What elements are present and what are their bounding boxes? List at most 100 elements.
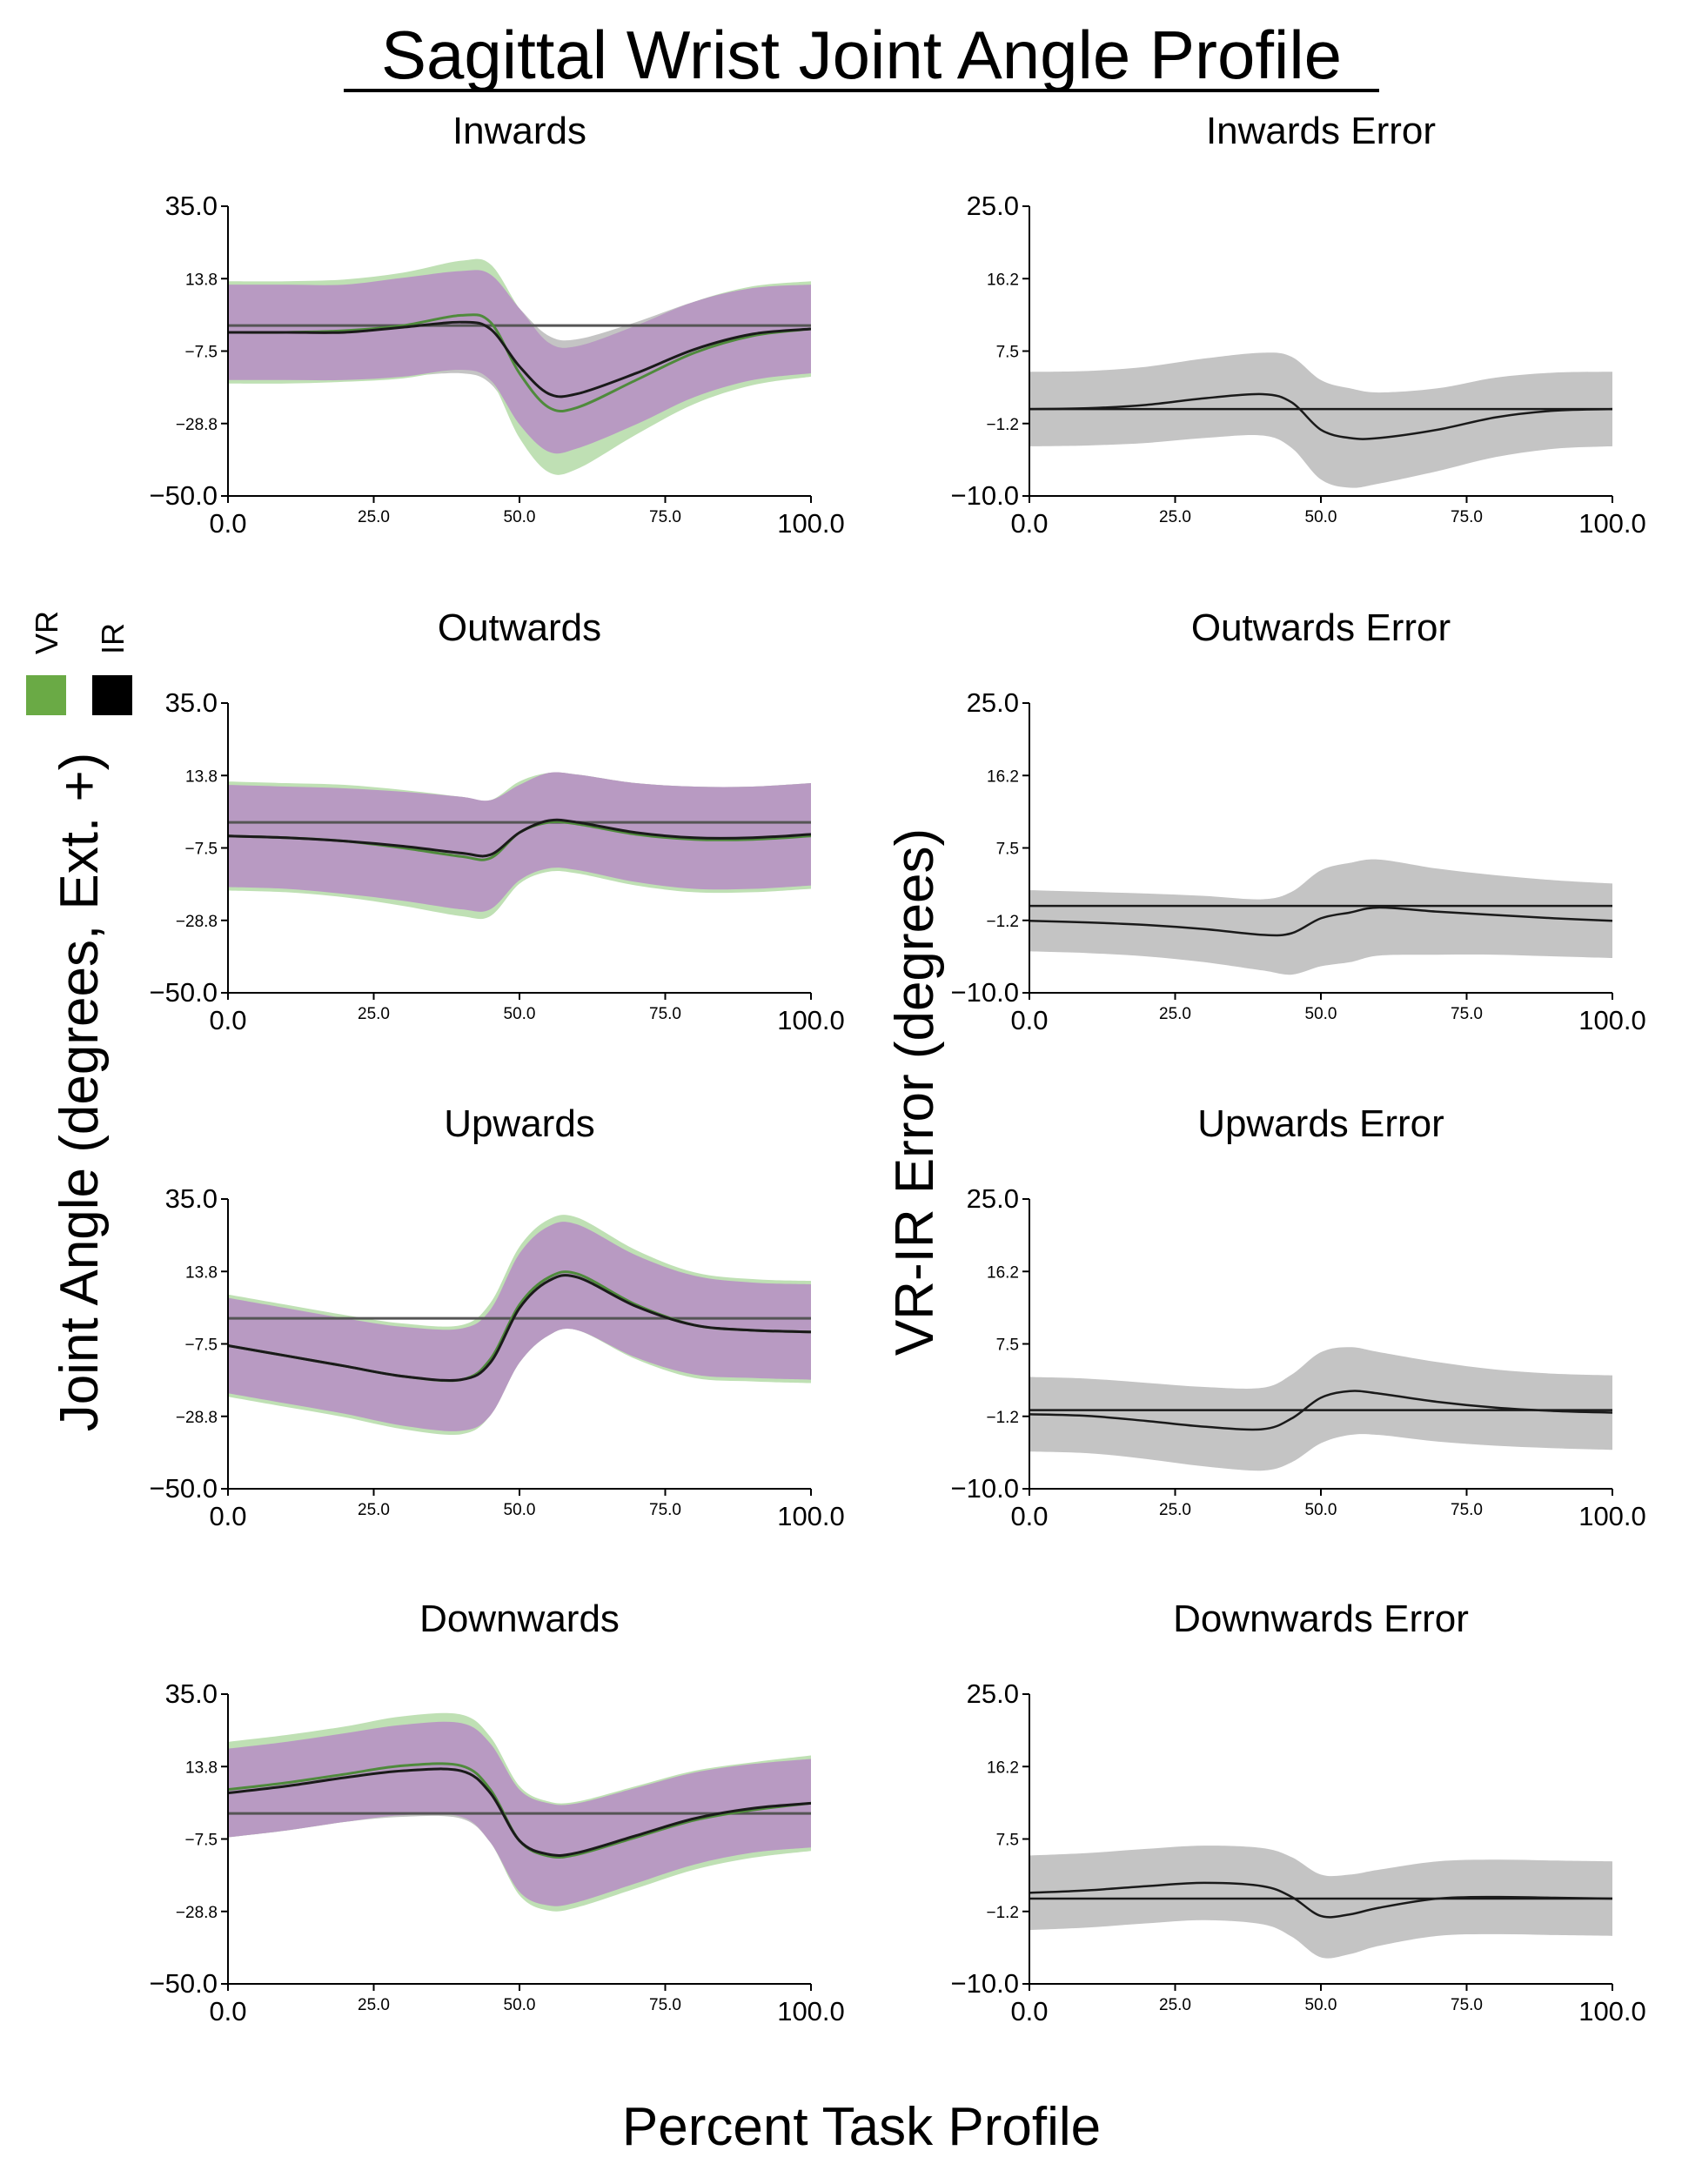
y-tick-label: −1.2 — [986, 416, 1019, 434]
x-tick-label: 50.0 — [504, 1501, 536, 1519]
panel-inwards-error: Inwards Error 25.0 16.2 7.5 −1.2 −10.00.0 25.0… — [951, 110, 1646, 539]
legend-swatch-vr — [26, 675, 66, 715]
overlap-band-outwards — [228, 772, 811, 912]
y-tick-label: 25.0 — [967, 1183, 1019, 1214]
x-tick-label: 50.0 — [504, 508, 536, 526]
x-tick-label: 25.0 — [1159, 1996, 1191, 2014]
y-tick-label: 13.8 — [185, 1759, 218, 1777]
plot-area-downwards — [228, 1712, 811, 1912]
legend-label-ir: IR — [95, 623, 131, 654]
error-line-downwards-error — [1029, 1881, 1612, 1919]
y-tick-label: 25.0 — [967, 191, 1019, 221]
ir-line-inwards — [228, 320, 811, 399]
y-tick-label: −28.8 — [176, 416, 218, 434]
y-tick-label: −28.8 — [176, 1409, 218, 1427]
y-tick-label: −1.2 — [986, 1409, 1019, 1427]
x-tick-label: 100.0 — [777, 1005, 845, 1035]
x-tick-label: 25.0 — [358, 1996, 390, 2014]
y-tick-label: 16.2 — [987, 1759, 1019, 1777]
panel-title-upwards: Upwards — [444, 1102, 595, 1145]
x-tick-label: 25.0 — [358, 1005, 390, 1023]
x-tick-label: 0.0 — [1010, 1005, 1048, 1035]
x-tick-label: 25.0 — [1159, 1005, 1191, 1023]
error-line-inwards-error — [1029, 392, 1612, 440]
x-tick-label: 0.0 — [209, 1005, 246, 1035]
x-tick-label: 25.0 — [358, 1501, 390, 1519]
panel-downwards-error: Downwards Error 25.0 16.2 7.5 −1.2 −10.00.0 25… — [951, 1598, 1646, 2027]
y-tick-label: 7.5 — [996, 841, 1019, 859]
x-tick-label: 75.0 — [1451, 1501, 1483, 1519]
panel-title-outwards-error: Outwards Error — [1191, 606, 1451, 649]
figure-title: Sagittal Wrist Joint Angle Profile — [381, 17, 1342, 93]
plot-area-inwards — [228, 258, 811, 475]
x-tick-label: 100.0 — [777, 1996, 845, 2027]
x-tick-label: 0.0 — [1010, 1996, 1048, 2027]
plot-area-downwards-error — [1029, 1846, 1612, 1959]
ir-line-outwards — [228, 818, 811, 858]
y-tick-label: 16.2 — [987, 1263, 1019, 1282]
panel-title-downwards: Downwards — [419, 1598, 620, 1640]
x-axis-title: Percent Task Profile — [622, 2097, 1101, 2157]
y-tick-label: 35.0 — [165, 1183, 218, 1214]
plot-area-outwards-error — [1029, 859, 1612, 975]
y-tick-label: 13.8 — [185, 271, 218, 289]
x-tick-label: 75.0 — [649, 508, 681, 526]
x-tick-label: 50.0 — [1305, 1005, 1337, 1023]
panel-inwards: Inwards 35.0 13.8 −7.5 −28.8 −50.00.0 25.0 50.0… — [150, 110, 845, 539]
y-tick-label: −50.0 — [150, 1968, 218, 1999]
x-tick-label: 75.0 — [649, 1996, 681, 2014]
error-line-upwards-error — [1029, 1390, 1612, 1431]
legend-label-vr: VR — [29, 611, 64, 654]
x-tick-label: 75.0 — [649, 1005, 681, 1023]
x-tick-label: 100.0 — [1578, 1996, 1646, 2027]
error-band-upwards-error — [1029, 1347, 1612, 1471]
panel-title-downwards-error: Downwards Error — [1173, 1598, 1469, 1640]
x-tick-label: 75.0 — [1451, 1005, 1483, 1023]
panel-outwards: Outwards 35.0 13.8 −7.5 −28.8 −50.00.0 25.0 50.… — [150, 606, 845, 1035]
x-tick-label: 50.0 — [504, 1996, 536, 2014]
y-tick-label: −28.8 — [176, 913, 218, 931]
plot-area-outwards — [228, 772, 811, 920]
overlap-band-upwards — [228, 1222, 811, 1431]
y-tick-label: 25.0 — [967, 1678, 1019, 1709]
panel-title-inwards: Inwards — [452, 110, 586, 152]
y-tick-label: 13.8 — [185, 767, 218, 786]
y-tick-label: −7.5 — [184, 1832, 218, 1850]
x-tick-label: 50.0 — [1305, 1501, 1337, 1519]
panel-outwards-error: Outwards Error 25.0 16.2 7.5 −1.2 −10.00.0 25.… — [951, 606, 1646, 1035]
y-tick-label: −50.0 — [150, 977, 218, 1008]
x-tick-label: 100.0 — [1578, 508, 1646, 539]
y-tick-label: −10.0 — [951, 977, 1019, 1008]
y-tick-label: −10.0 — [951, 1968, 1019, 1999]
error-band-inwards-error — [1029, 352, 1612, 488]
x-tick-label: 0.0 — [1010, 508, 1048, 539]
x-tick-label: 75.0 — [1451, 508, 1483, 526]
y-tick-label: −10.0 — [951, 1473, 1019, 1504]
x-tick-label: 25.0 — [1159, 508, 1191, 526]
x-tick-label: 100.0 — [1578, 1501, 1646, 1531]
legend-swatch-ir — [92, 675, 132, 715]
y-tick-label: −7.5 — [184, 344, 218, 362]
x-tick-label: 100.0 — [777, 1501, 845, 1531]
plot-area-inwards-error — [1029, 352, 1612, 488]
error-line-outwards-error — [1029, 906, 1612, 937]
y-tick-label: 25.0 — [967, 687, 1019, 718]
panel-title-outwards: Outwards — [438, 606, 601, 649]
x-tick-label: 25.0 — [358, 508, 390, 526]
x-tick-label: 25.0 — [1159, 1501, 1191, 1519]
y-tick-label: −1.2 — [986, 1904, 1019, 1922]
x-tick-label: 0.0 — [209, 1501, 246, 1531]
ir-line-upwards — [228, 1274, 811, 1382]
x-tick-label: 0.0 — [209, 508, 246, 539]
x-tick-label: 50.0 — [1305, 508, 1337, 526]
y-tick-label: −50.0 — [150, 480, 218, 511]
y-tick-label: 35.0 — [165, 687, 218, 718]
plot-area-upwards-error — [1029, 1347, 1612, 1471]
vr-line-inwards — [228, 313, 811, 413]
y-tick-label: −28.8 — [176, 1904, 218, 1922]
y-axis-title-right: VR-IR Error (degrees) — [885, 828, 945, 1356]
x-tick-label: 75.0 — [1451, 1996, 1483, 2014]
y-tick-label: −7.5 — [184, 841, 218, 859]
